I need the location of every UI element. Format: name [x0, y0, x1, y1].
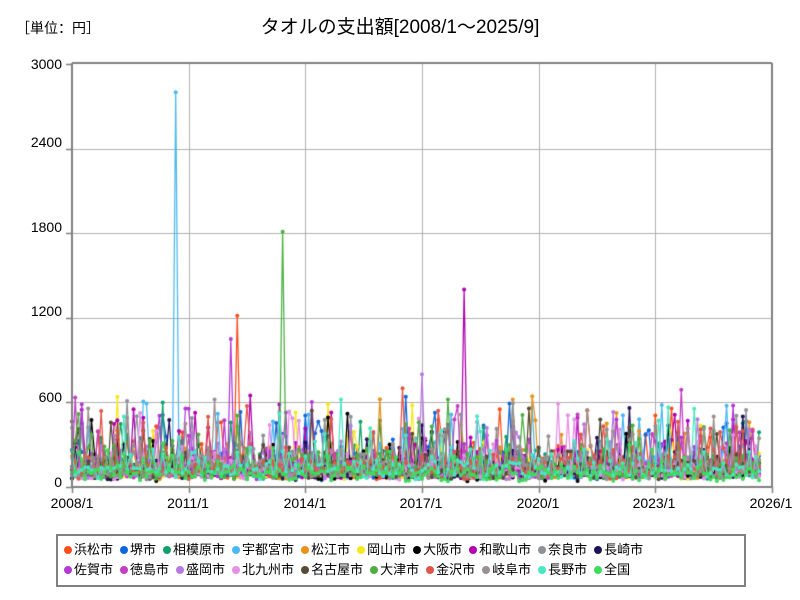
y-tick-label-0: 0 — [54, 474, 62, 490]
legend-item-label: 北九州市 — [242, 562, 295, 577]
legend-item-宇都宮市[interactable]: 宇都宮市 — [232, 543, 294, 557]
legend-item-金沢市[interactable]: 金沢市 — [426, 563, 475, 577]
legend-item-label: 佐賀市 — [74, 562, 114, 577]
legend-item-長崎市[interactable]: 長崎市 — [594, 543, 643, 557]
legend-item-盛岡市[interactable]: 盛岡市 — [176, 563, 225, 577]
legend-item-label: 岡山市 — [367, 542, 407, 557]
legend-item-label: 相模原市 — [173, 542, 226, 557]
legend-row-2: 佐賀市 徳島市 盛岡市 北九州市 名古屋市 大津市 金沢市 岐阜市 長野市 全国 — [64, 560, 738, 580]
legend-item-label: 名古屋市 — [311, 562, 364, 577]
y-tick-label-2400: 2400 — [30, 134, 62, 150]
legend-marker-icon — [301, 546, 310, 554]
legend-item-佐賀市[interactable]: 佐賀市 — [64, 563, 113, 577]
x-tick-label-2008: 2008/1 — [50, 495, 94, 511]
x-tick-label-2011: 2011/1 — [167, 495, 209, 511]
legend-marker-icon — [64, 566, 72, 574]
legend-marker-icon — [370, 566, 379, 574]
legend-row-1: 浜松市 堺市 相模原市 宇都宮市 松江市 岡山市 大阪市 和歌山市 奈良市 長崎市 — [64, 540, 738, 560]
legend-marker-icon — [232, 546, 241, 554]
legend-item-和歌山市[interactable]: 和歌山市 — [469, 543, 531, 557]
legend-item-label: 堺市 — [130, 542, 157, 557]
legend-item-徳島市[interactable]: 徳島市 — [120, 563, 169, 577]
legend-item-label: 長野市 — [548, 562, 588, 577]
legend-item-label: 徳島市 — [130, 562, 170, 577]
legend-item-label: 金沢市 — [436, 562, 476, 577]
legend-marker-icon — [426, 566, 435, 574]
legend-marker-icon — [482, 566, 491, 574]
legend-marker-icon — [301, 566, 310, 574]
x-tick-label-2014: 2014/1 — [283, 495, 327, 511]
legend-item-名古屋市[interactable]: 名古屋市 — [301, 563, 363, 577]
legend-item-label: 和歌山市 — [479, 542, 532, 557]
legend-marker-icon — [232, 566, 241, 574]
legend-marker-icon — [538, 566, 547, 574]
legend-item-堺市[interactable]: 堺市 — [120, 543, 156, 557]
legend-item-label: 盛岡市 — [186, 562, 226, 577]
y-tick-label-600: 600 — [38, 389, 62, 405]
legend-item-長野市[interactable]: 長野市 — [538, 563, 587, 577]
y-tick-label-3000: 3000 — [30, 56, 62, 72]
legend-item-全国[interactable]: 全国 — [594, 563, 630, 577]
legend-item-大阪市[interactable]: 大阪市 — [413, 543, 462, 557]
legend-item-岐阜市[interactable]: 岐阜市 — [482, 563, 531, 577]
x-tick-label-2026: 2026/1 — [749, 495, 793, 511]
legend-item-松江市[interactable]: 松江市 — [301, 543, 350, 557]
legend-item-相模原市[interactable]: 相模原市 — [163, 543, 225, 557]
y-tick-label-1800: 1800 — [30, 219, 62, 235]
legend-marker-icon — [120, 566, 129, 574]
legend-item-label: 奈良市 — [548, 542, 588, 557]
legend-item-label: 大津市 — [380, 562, 420, 577]
legend-marker-icon — [176, 566, 185, 574]
legend-item-北九州市[interactable]: 北九州市 — [232, 563, 294, 577]
legend-marker-icon — [538, 546, 547, 554]
legend-item-奈良市[interactable]: 奈良市 — [538, 543, 587, 557]
legend-item-label: 岐阜市 — [492, 562, 532, 577]
legend-marker-icon — [594, 566, 603, 574]
x-tick-label-2017: 2017/1 — [399, 495, 443, 511]
legend-item-label: 全国 — [604, 562, 631, 577]
legend-item-岡山市[interactable]: 岡山市 — [357, 543, 406, 557]
x-tick-label-2023: 2023/1 — [632, 495, 676, 511]
legend-marker-icon — [357, 546, 366, 554]
chart-legend: 浜松市 堺市 相模原市 宇都宮市 松江市 岡山市 大阪市 和歌山市 奈良市 長崎市 佐賀市 徳島市 盛… — [56, 534, 746, 587]
legend-marker-icon — [64, 546, 72, 554]
legend-marker-icon — [594, 546, 603, 554]
legend-item-label: 松江市 — [311, 542, 351, 557]
legend-item-label: 宇都宮市 — [242, 542, 295, 557]
legend-item-大津市[interactable]: 大津市 — [370, 563, 419, 577]
y-tick-label-1200: 1200 — [30, 303, 62, 319]
x-tick-label-2020: 2020/1 — [516, 495, 560, 511]
legend-marker-icon — [120, 546, 129, 554]
legend-marker-icon — [163, 546, 172, 554]
legend-marker-icon — [413, 546, 422, 554]
legend-item-浜松市[interactable]: 浜松市 — [64, 543, 113, 557]
legend-item-label: 浜松市 — [74, 542, 114, 557]
legend-item-label: 大阪市 — [423, 542, 463, 557]
legend-marker-icon — [469, 546, 478, 554]
legend-item-label: 長崎市 — [604, 542, 644, 557]
